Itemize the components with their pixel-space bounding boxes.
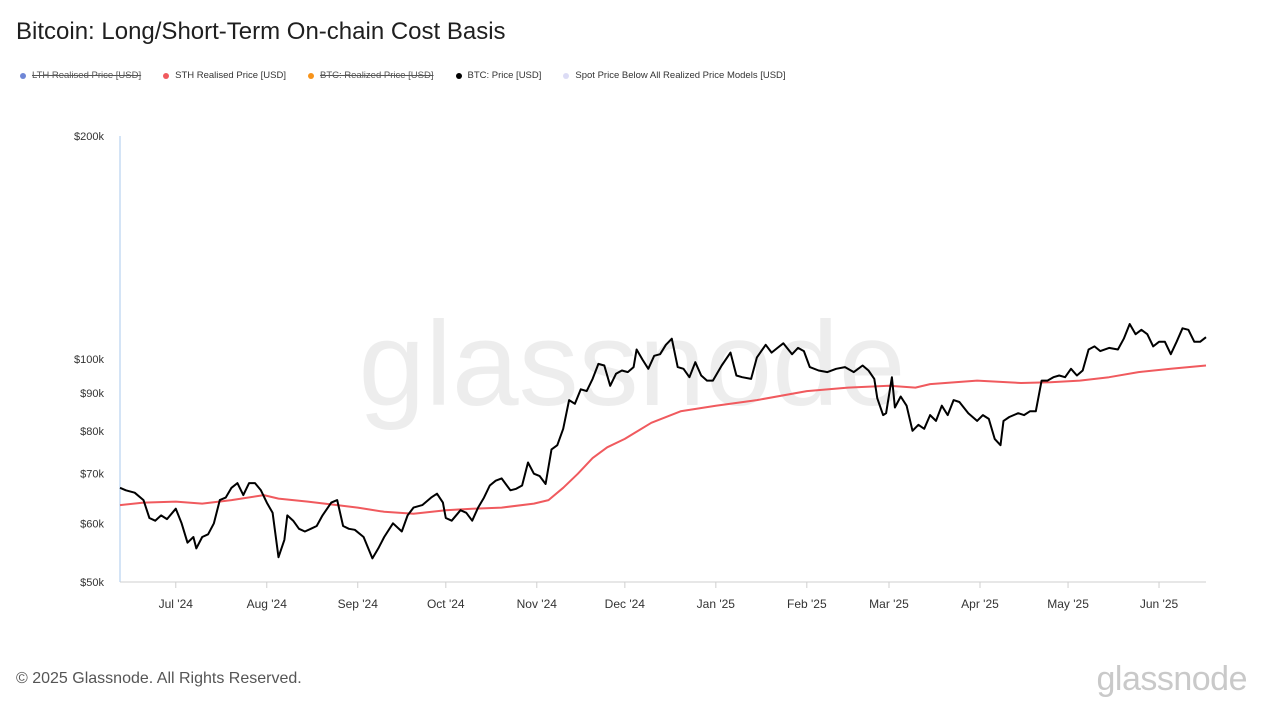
legend-dot-icon [163, 72, 170, 79]
y-tick-label: $90k [80, 388, 104, 400]
legend-item-lth-realised-price[interactable]: LTH Realised Price [USD] [20, 70, 141, 81]
chart-title: Bitcoin: Long/Short-Term On-chain Cost B… [16, 18, 506, 45]
y-tick-label: $80k [80, 426, 104, 438]
x-tick-label: Sep '24 [338, 597, 379, 611]
y-axis-ticks: $50k $60k $70k $80k $90k $100k $200k [74, 131, 104, 589]
legend-dot-icon [307, 72, 314, 79]
x-axis-ticks: Jul '24 Aug '24 Sep '24 Oct '24 Nov '24 Dec '… [159, 582, 1179, 611]
series-group [119, 323, 1207, 560]
x-tick-label: Apr '25 [961, 597, 999, 611]
series-btc-price-line[interactable] [119, 323, 1207, 560]
y-tick-label: $50k [80, 577, 104, 589]
y-tick-label: $60k [80, 518, 104, 530]
watermark: glassnode [358, 297, 905, 431]
legend-item-sth-realised-price[interactable]: STH Realised Price [USD] [163, 70, 286, 81]
legend-dot-icon [455, 72, 462, 79]
brand-logo: glassnode [1096, 660, 1247, 698]
y-tick-label: $200k [74, 131, 104, 143]
x-tick-label: Oct '24 [427, 597, 465, 611]
legend-item-btc-price[interactable]: BTC: Price [USD] [455, 70, 542, 81]
y-tick-label: $70k [80, 469, 104, 481]
legend: LTH Realised Price [USD] STH Realised Pr… [20, 70, 808, 81]
legend-label: STH Realised Price [USD] [175, 70, 286, 81]
legend-label: Spot Price Below All Realized Price Mode… [575, 70, 786, 81]
series-sth-realised-price-line[interactable] [119, 364, 1207, 515]
legend-label: BTC: Realized Price [USD] [319, 70, 434, 81]
x-tick-label: Aug '24 [247, 597, 288, 611]
legend-label: LTH Realised Price [USD] [32, 70, 142, 81]
x-tick-label: Feb '25 [787, 597, 827, 611]
y-tick-label: $100k [74, 354, 104, 366]
x-tick-label: May '25 [1047, 597, 1089, 611]
x-tick-label: Dec '24 [605, 597, 646, 611]
copyright-footer: © 2025 Glassnode. All Rights Reserved. [16, 670, 302, 687]
chart-canvas[interactable]: glassnode $50k $60k $70k $80k $90k $100k $200k… [0, 0, 1263, 640]
x-tick-label: Jul '24 [159, 597, 194, 611]
legend-dot-icon [563, 72, 570, 79]
legend-item-btc-realized-price[interactable]: BTC: Realized Price [USD] [307, 70, 434, 81]
legend-dot-icon [20, 72, 26, 79]
x-tick-label: Mar '25 [869, 597, 909, 611]
x-tick-label: Nov '24 [517, 597, 558, 611]
x-tick-label: Jun '25 [1140, 597, 1179, 611]
x-tick-label: Jan '25 [697, 597, 736, 611]
legend-label: BTC: Price [USD] [467, 70, 542, 81]
legend-item-spot-below-models[interactable]: Spot Price Below All Realized Price Mode… [563, 70, 786, 81]
